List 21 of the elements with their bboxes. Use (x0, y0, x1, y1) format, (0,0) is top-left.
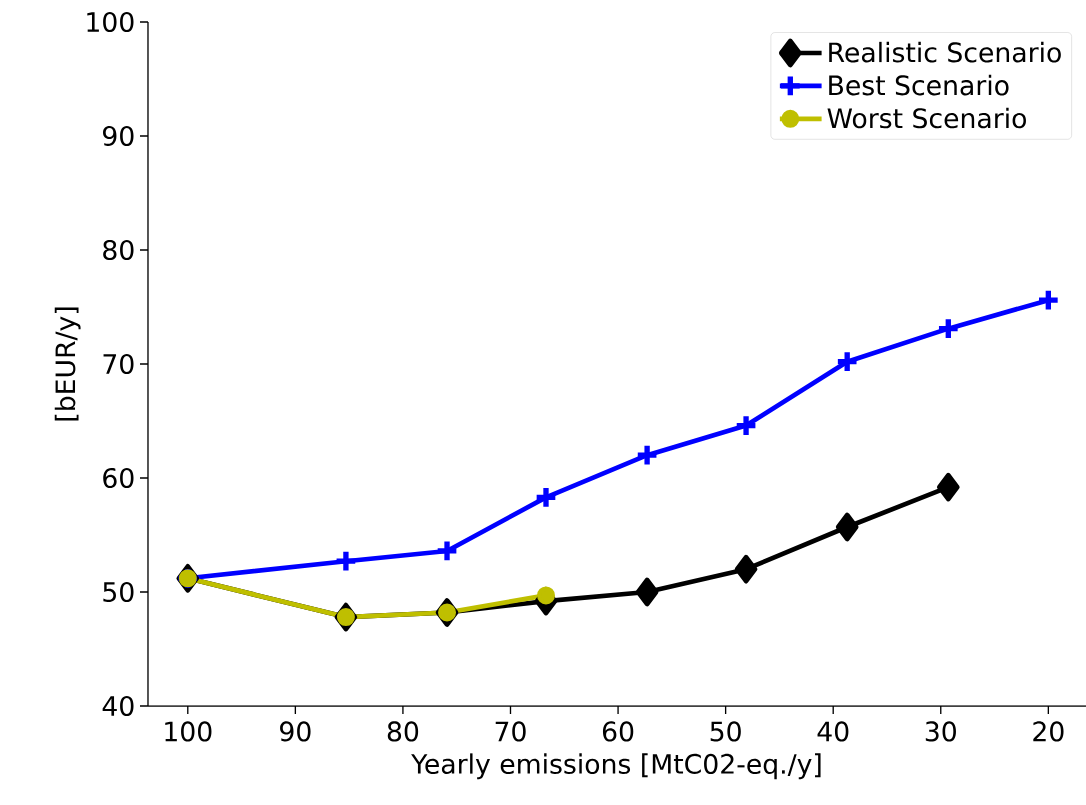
x-tick-label: 70 (495, 721, 526, 742)
x-tick-label: 20 (1033, 721, 1064, 742)
x-axis-title: Yearly emissions [MtC02-eq./y] (411, 753, 821, 780)
x-tick-label: 30 (925, 721, 956, 742)
x-tick-label: 50 (710, 721, 741, 742)
x-tick-label: 60 (602, 721, 634, 742)
x-tick-label: 80 (387, 721, 419, 742)
y-axis-title: [bEUR/y] (54, 307, 81, 421)
y-tick-label: 70 (103, 353, 134, 375)
legend-label: Best Scenario (829, 74, 1009, 96)
y-tick-label: 80 (103, 239, 134, 261)
y-tick-label: 90 (103, 125, 134, 147)
legend-label: Worst Scenario (827, 107, 1026, 129)
x-tick-label: 100 (165, 721, 212, 742)
y-tick-label: 50 (103, 581, 134, 603)
y-tick-label: 40 (102, 695, 134, 717)
x-tick-label: 40 (817, 721, 849, 742)
y-tick-label: 60 (103, 467, 134, 489)
legend-label: Realistic Scenario (829, 41, 1061, 63)
y-tick-label: 100 (87, 11, 134, 33)
x-tick-label: 90 (280, 721, 311, 742)
